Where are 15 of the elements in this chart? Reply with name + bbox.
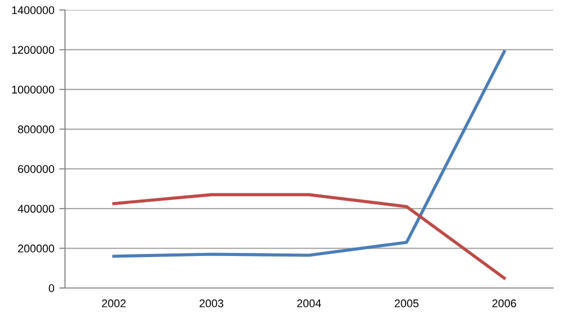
y-tick-label: 600000 [18, 165, 54, 173]
x-tick-label: 2003 [200, 299, 224, 308]
y-tick-label: 1400000 [12, 6, 54, 14]
y-tick-label: 1000000 [12, 86, 54, 94]
x-tick-label: 2004 [297, 299, 322, 308]
y-tick-label: 400000 [18, 204, 54, 213]
line-series [112, 193, 506, 280]
x-tick-label: 2005 [394, 299, 418, 308]
line-series [112, 50, 506, 258]
x-tick-label: 2006 [492, 299, 516, 308]
y-tick-label: 1200000 [12, 46, 54, 54]
y-tick-label: 200000 [18, 244, 54, 252]
x-tick-label: 2002 [102, 299, 126, 308]
y-tick-label: 0 [48, 284, 54, 292]
y-tick-label: 800000 [18, 125, 54, 134]
